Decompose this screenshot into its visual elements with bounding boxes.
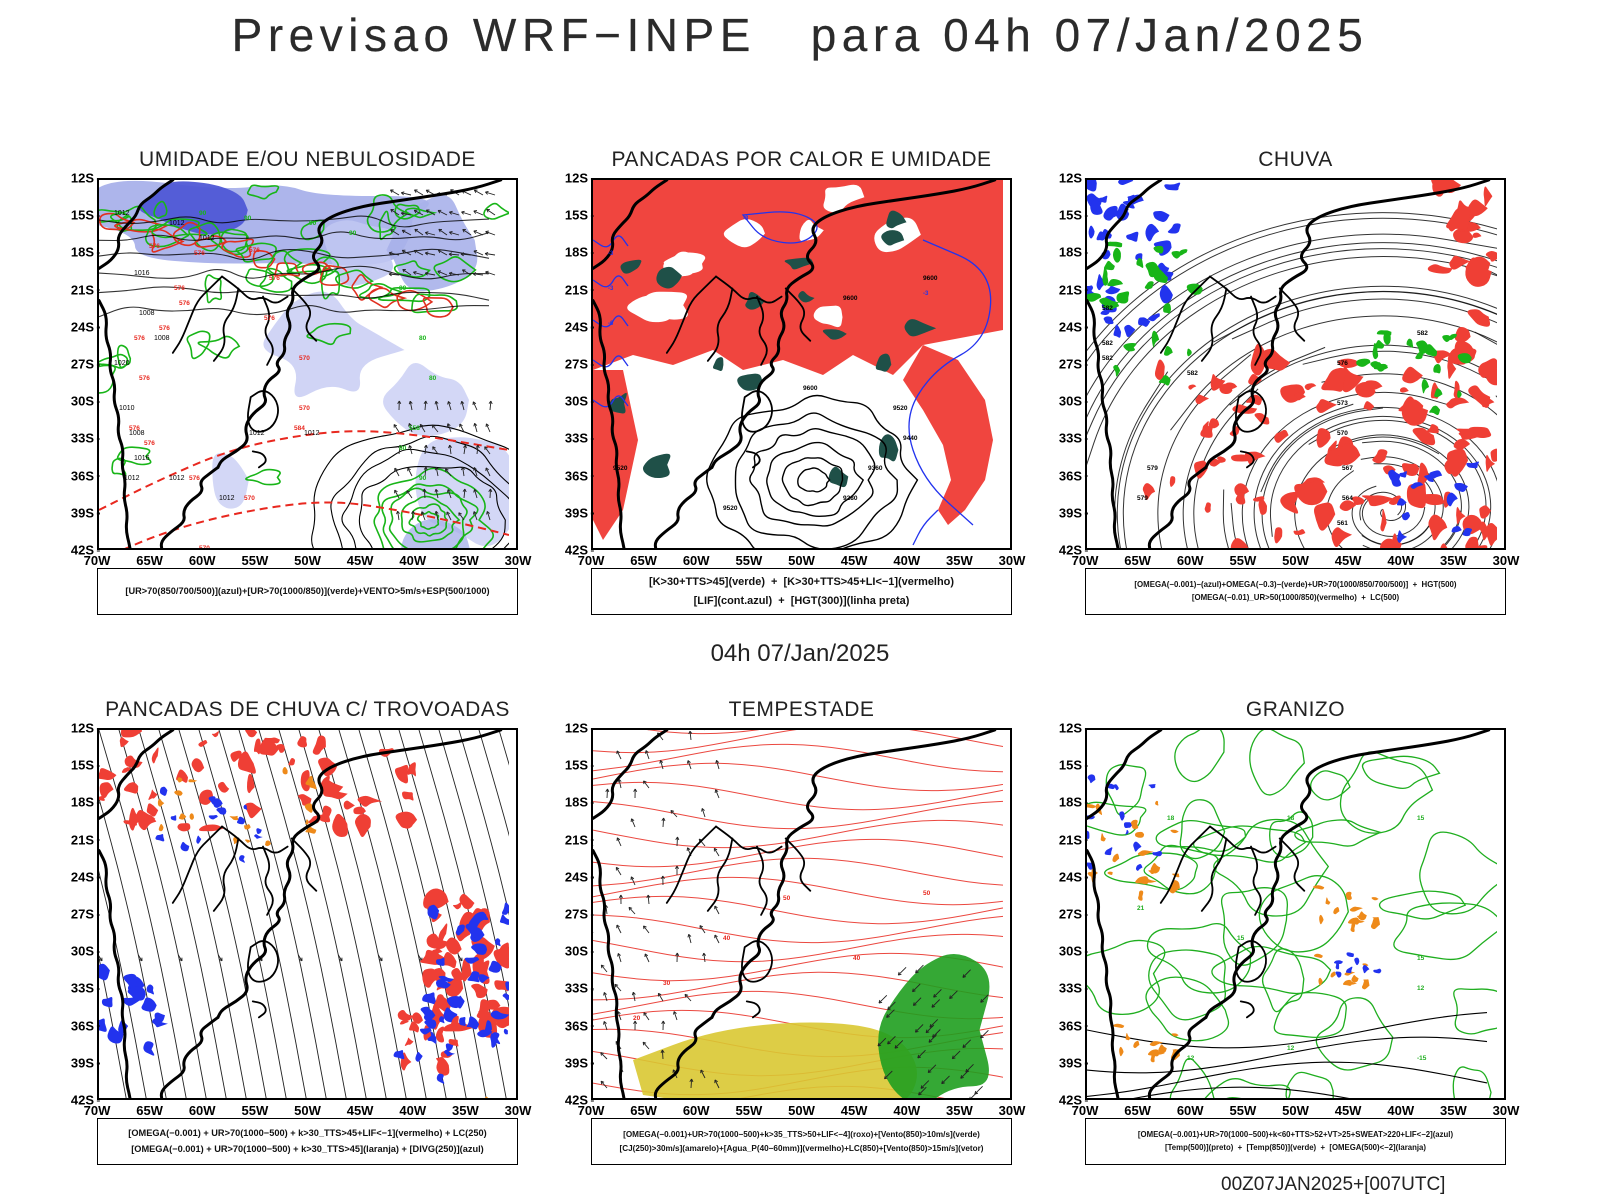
svg-text:-3: -3 bbox=[608, 251, 614, 257]
svg-text:1012: 1012 bbox=[169, 475, 185, 482]
svg-text:80: 80 bbox=[399, 285, 407, 292]
svg-text:576: 576 bbox=[139, 375, 150, 382]
svg-text:20: 20 bbox=[633, 1015, 641, 1022]
svg-text:570: 570 bbox=[299, 355, 310, 362]
svg-text:1010: 1010 bbox=[119, 405, 135, 412]
svg-text:579: 579 bbox=[1137, 495, 1148, 502]
svg-text:573: 573 bbox=[1337, 400, 1348, 407]
svg-text:40: 40 bbox=[853, 955, 861, 962]
svg-text:576: 576 bbox=[159, 325, 170, 332]
svg-text:9440: 9440 bbox=[903, 435, 918, 442]
svg-text:558: 558 bbox=[409, 425, 420, 432]
svg-text:1020: 1020 bbox=[114, 360, 130, 367]
svg-text:15: 15 bbox=[1237, 935, 1245, 942]
svg-text:80: 80 bbox=[419, 335, 427, 342]
svg-text:-3: -3 bbox=[608, 286, 614, 292]
svg-text:21: 21 bbox=[1137, 905, 1145, 912]
svg-text:576: 576 bbox=[189, 475, 200, 482]
svg-text:-15: -15 bbox=[1417, 1055, 1427, 1062]
svg-text:576: 576 bbox=[179, 300, 190, 307]
svg-text:80: 80 bbox=[429, 375, 437, 382]
svg-text:570: 570 bbox=[244, 495, 255, 502]
svg-text:9520: 9520 bbox=[723, 505, 738, 512]
svg-text:576: 576 bbox=[174, 285, 185, 292]
svg-text:582: 582 bbox=[1187, 370, 1198, 377]
svg-text:-3: -3 bbox=[923, 291, 929, 297]
svg-text:-3: -3 bbox=[743, 216, 749, 222]
svg-text:576: 576 bbox=[264, 315, 275, 322]
svg-text:80: 80 bbox=[399, 445, 407, 452]
svg-text:18: 18 bbox=[1167, 815, 1175, 822]
svg-text:1012: 1012 bbox=[304, 430, 320, 437]
svg-text:584: 584 bbox=[294, 425, 305, 432]
svg-text:9280: 9280 bbox=[843, 495, 858, 502]
svg-text:561: 561 bbox=[1337, 520, 1348, 527]
svg-text:9360: 9360 bbox=[868, 465, 883, 472]
svg-text:9600: 9600 bbox=[803, 385, 818, 392]
svg-text:1012: 1012 bbox=[169, 220, 185, 227]
svg-text:15: 15 bbox=[1417, 955, 1425, 962]
svg-text:90: 90 bbox=[349, 230, 357, 237]
svg-text:1016: 1016 bbox=[134, 455, 150, 462]
svg-text:1012: 1012 bbox=[114, 210, 130, 217]
svg-text:9600: 9600 bbox=[843, 295, 858, 302]
svg-text:576: 576 bbox=[129, 425, 140, 432]
svg-text:582: 582 bbox=[1102, 305, 1113, 312]
svg-text:579: 579 bbox=[1147, 465, 1158, 472]
svg-text:90: 90 bbox=[199, 210, 207, 217]
svg-text:9600: 9600 bbox=[923, 275, 938, 282]
svg-text:12: 12 bbox=[1417, 985, 1425, 992]
svg-text:9520: 9520 bbox=[893, 405, 908, 412]
svg-text:582: 582 bbox=[1417, 330, 1428, 337]
svg-text:90: 90 bbox=[419, 475, 427, 482]
svg-text:567: 567 bbox=[1342, 465, 1353, 472]
svg-text:570: 570 bbox=[299, 405, 310, 412]
svg-text:576: 576 bbox=[269, 275, 280, 282]
svg-text:12: 12 bbox=[1287, 1045, 1295, 1052]
svg-text:582: 582 bbox=[1102, 355, 1113, 362]
svg-text:1016: 1016 bbox=[134, 270, 150, 277]
svg-text:90: 90 bbox=[309, 220, 317, 227]
svg-text:1012: 1012 bbox=[249, 430, 265, 437]
svg-text:-6: -6 bbox=[608, 321, 614, 327]
svg-text:576: 576 bbox=[134, 335, 145, 342]
svg-text:576: 576 bbox=[1337, 360, 1348, 367]
svg-text:12: 12 bbox=[1187, 1055, 1195, 1062]
svg-text:1012: 1012 bbox=[199, 235, 215, 242]
svg-text:576: 576 bbox=[144, 440, 155, 447]
svg-text:564: 564 bbox=[1342, 495, 1353, 502]
svg-text:576: 576 bbox=[249, 247, 260, 254]
svg-text:50: 50 bbox=[783, 895, 791, 902]
svg-text:576: 576 bbox=[194, 250, 205, 257]
svg-text:1012: 1012 bbox=[124, 475, 140, 482]
svg-text:1008: 1008 bbox=[139, 310, 155, 317]
svg-text:570: 570 bbox=[1337, 430, 1348, 437]
svg-text:9520: 9520 bbox=[613, 465, 628, 472]
svg-text:40: 40 bbox=[723, 935, 731, 942]
svg-text:1008: 1008 bbox=[154, 335, 170, 342]
svg-text:18: 18 bbox=[1287, 815, 1295, 822]
svg-text:50: 50 bbox=[923, 890, 931, 897]
svg-text:30: 30 bbox=[663, 980, 671, 987]
svg-text:582: 582 bbox=[1102, 340, 1113, 347]
svg-text:1012: 1012 bbox=[219, 495, 235, 502]
svg-text:90: 90 bbox=[244, 215, 252, 222]
svg-text:576: 576 bbox=[149, 243, 160, 250]
svg-text:15: 15 bbox=[1417, 815, 1425, 822]
